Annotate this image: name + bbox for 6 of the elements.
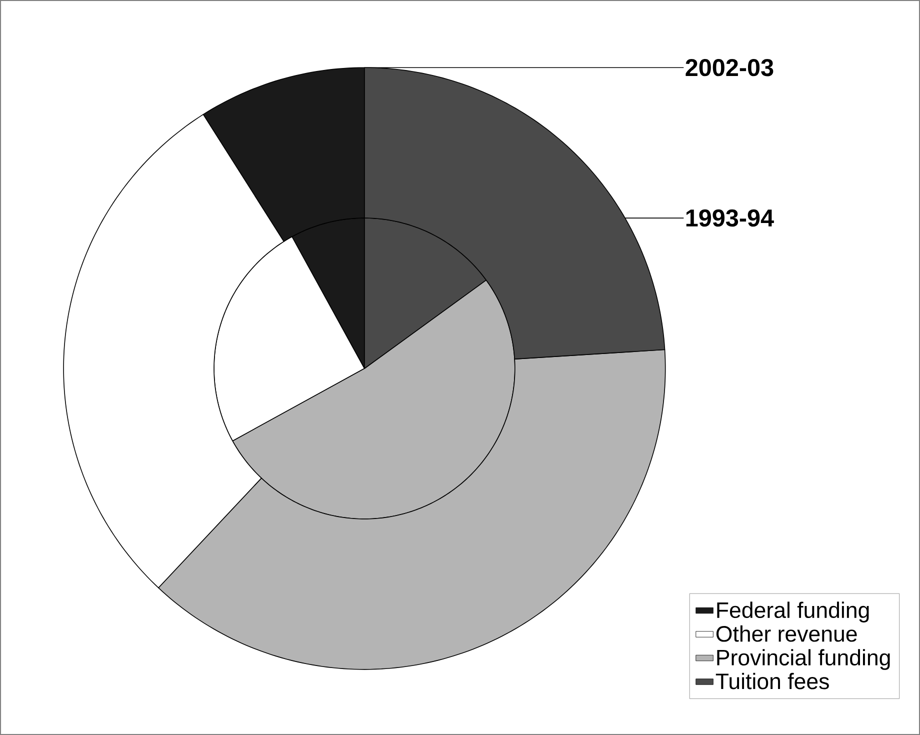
slice-label: 2002-03 [686, 59, 774, 76]
legend-label: Tuition fees [716, 672, 829, 690]
legend-label: Provincial funding [717, 649, 890, 670]
legend-label: Other revenue [716, 625, 857, 642]
slice-label: 1993-94 [686, 209, 774, 227]
legend-label: Federal funding [717, 602, 869, 622]
